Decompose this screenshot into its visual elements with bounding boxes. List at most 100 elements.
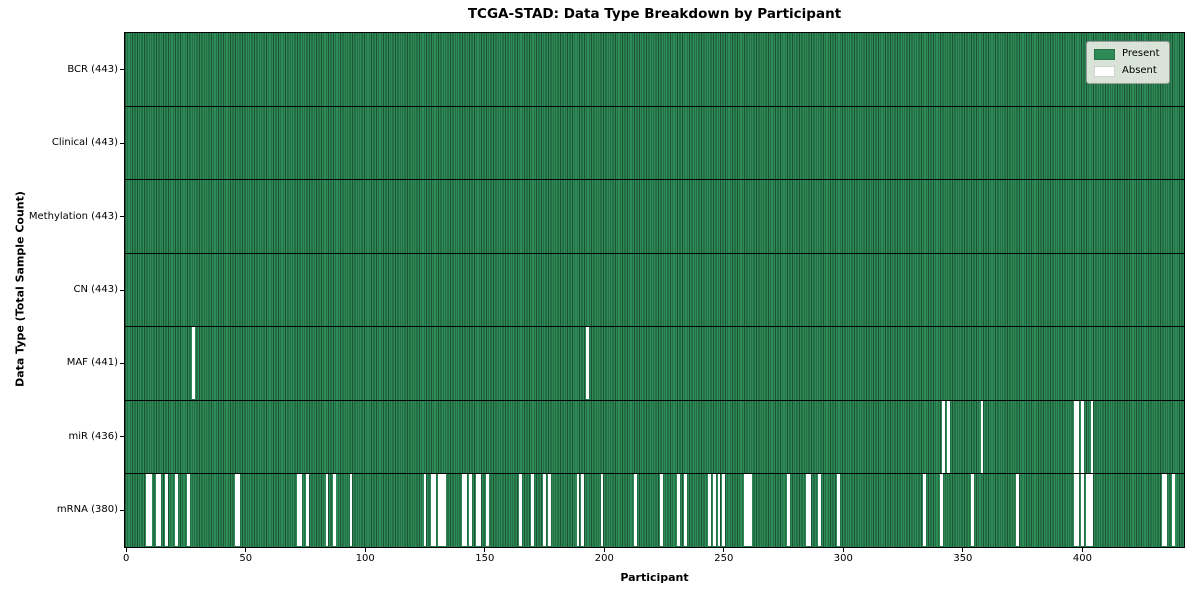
absent-bar-MAF (191, 327, 195, 400)
absent-bar-mRNA (519, 474, 523, 547)
absent-bar-mRNA (158, 474, 162, 547)
legend-item-present: Present (1094, 48, 1160, 60)
absent-bar-mRNA (349, 474, 353, 547)
absent-bar-mRNA (234, 474, 238, 547)
y-tick-mark (120, 436, 124, 438)
absent-bar-mRNA (971, 474, 974, 547)
absent-bar-mRNA (440, 474, 444, 547)
absent-bar-mRNA (165, 474, 169, 547)
absent-bar-mRNA (708, 474, 711, 547)
y-tick-label: Clinical (443) (51, 137, 118, 149)
absent-bar-mRNA (806, 474, 809, 547)
heatmap-grid (125, 33, 1184, 547)
legend-swatch (1094, 65, 1115, 77)
absent-bar-miR (980, 400, 984, 473)
x-tick-mark (842, 548, 844, 552)
absent-bar-mRNA (547, 474, 551, 547)
absent-bar-mRNA (299, 474, 303, 547)
x-tick-label: 100 (355, 553, 375, 564)
absent-bar-mRNA (442, 474, 446, 547)
absent-bar-mRNA (923, 474, 927, 547)
absent-bar-mRNA (743, 474, 747, 547)
absent-bar-miR (942, 400, 946, 473)
absent-bar-mRNA (325, 474, 329, 547)
x-tick-mark (245, 548, 247, 552)
absent-bar-mRNA (1073, 474, 1077, 547)
x-tick-mark (1081, 548, 1083, 552)
x-tick-label: 200 (594, 553, 614, 564)
absent-bar-mRNA (237, 474, 240, 547)
row-divider (125, 252, 1184, 254)
row-divider (125, 399, 1184, 401)
y-tick-label: MAF (441) (66, 357, 118, 369)
absent-bar-mRNA (332, 474, 336, 547)
absent-bar-mRNA (543, 474, 546, 547)
absent-bar-mRNA (818, 474, 821, 547)
absent-bar-mRNA (576, 474, 580, 547)
row-divider (125, 473, 1184, 475)
row-divider (125, 105, 1184, 107)
row-divider (125, 326, 1184, 328)
absent-bar-mRNA (175, 474, 178, 547)
absent-bar-mRNA (1016, 474, 1020, 547)
x-tick-mark (125, 548, 127, 552)
absent-bar-MAF (586, 327, 589, 400)
y-tick-label: Methylation (443) (28, 210, 118, 222)
y-tick-label: CN (443) (73, 284, 118, 295)
absent-bar-mRNA (786, 474, 790, 547)
absent-bar-mRNA (1162, 474, 1166, 547)
absent-bar-miR (947, 400, 950, 473)
absent-bar-mRNA (476, 474, 479, 547)
legend-label: Present (1122, 48, 1160, 59)
absent-bar-mRNA (531, 474, 534, 547)
y-tick-mark (120, 216, 124, 218)
absent-bar-mRNA (469, 474, 472, 547)
x-axis-label: Participant (620, 571, 689, 584)
absent-bar-mRNA (684, 474, 687, 547)
x-tick-mark (962, 548, 964, 552)
y-tick-label: mRNA (380) (56, 504, 118, 516)
absent-bar-mRNA (155, 474, 159, 547)
legend-item-absent: Absent (1094, 65, 1160, 77)
absent-bar-mRNA (1090, 474, 1094, 547)
y-tick-label: BCR (443) (67, 63, 118, 75)
legend-swatch (1094, 48, 1115, 60)
absent-bar-mRNA (581, 474, 585, 547)
chart-title: TCGA-STAD: Data Type Breakdown by Partic… (467, 6, 842, 22)
y-tick-mark (120, 362, 124, 364)
absent-bar-mRNA (746, 474, 750, 547)
absent-bar-mRNA (485, 474, 489, 547)
y-tick-mark (120, 69, 124, 71)
x-tick-mark (364, 548, 366, 552)
absent-bar-mRNA (296, 474, 300, 547)
absent-bar-mRNA (712, 474, 716, 547)
absent-bar-miR (1076, 400, 1080, 473)
absent-bar-mRNA (808, 474, 812, 547)
legend-label: Absent (1122, 65, 1157, 76)
absent-bar-miR (1090, 400, 1094, 473)
x-tick-mark (603, 548, 605, 552)
absent-bar-mRNA (186, 474, 190, 547)
y-tick-mark (120, 509, 124, 511)
x-tick-label: 50 (239, 553, 253, 564)
x-tick-label: 0 (123, 553, 130, 564)
absent-bar-mRNA (1085, 474, 1089, 547)
y-tick-mark (120, 142, 124, 144)
absent-bar-mRNA (478, 474, 482, 547)
x-tick-label: 150 (475, 553, 495, 564)
absent-bar-mRNA (430, 474, 434, 547)
absent-bar-miR (1081, 400, 1084, 473)
absent-bar-mRNA (1081, 474, 1084, 547)
absent-bar-miR (1073, 400, 1077, 473)
absent-bar-mRNA (437, 474, 441, 547)
absent-bar-mRNA (1164, 474, 1168, 547)
absent-bar-mRNA (600, 474, 604, 547)
x-tick-label: 400 (1072, 553, 1092, 564)
absent-bar-mRNA (717, 474, 721, 547)
x-tick-label: 250 (714, 553, 734, 564)
x-tick-label: 350 (953, 553, 973, 564)
y-tick-label: miR (436) (68, 430, 118, 442)
absent-bar-mRNA (939, 474, 943, 547)
absent-bar-mRNA (660, 474, 664, 547)
